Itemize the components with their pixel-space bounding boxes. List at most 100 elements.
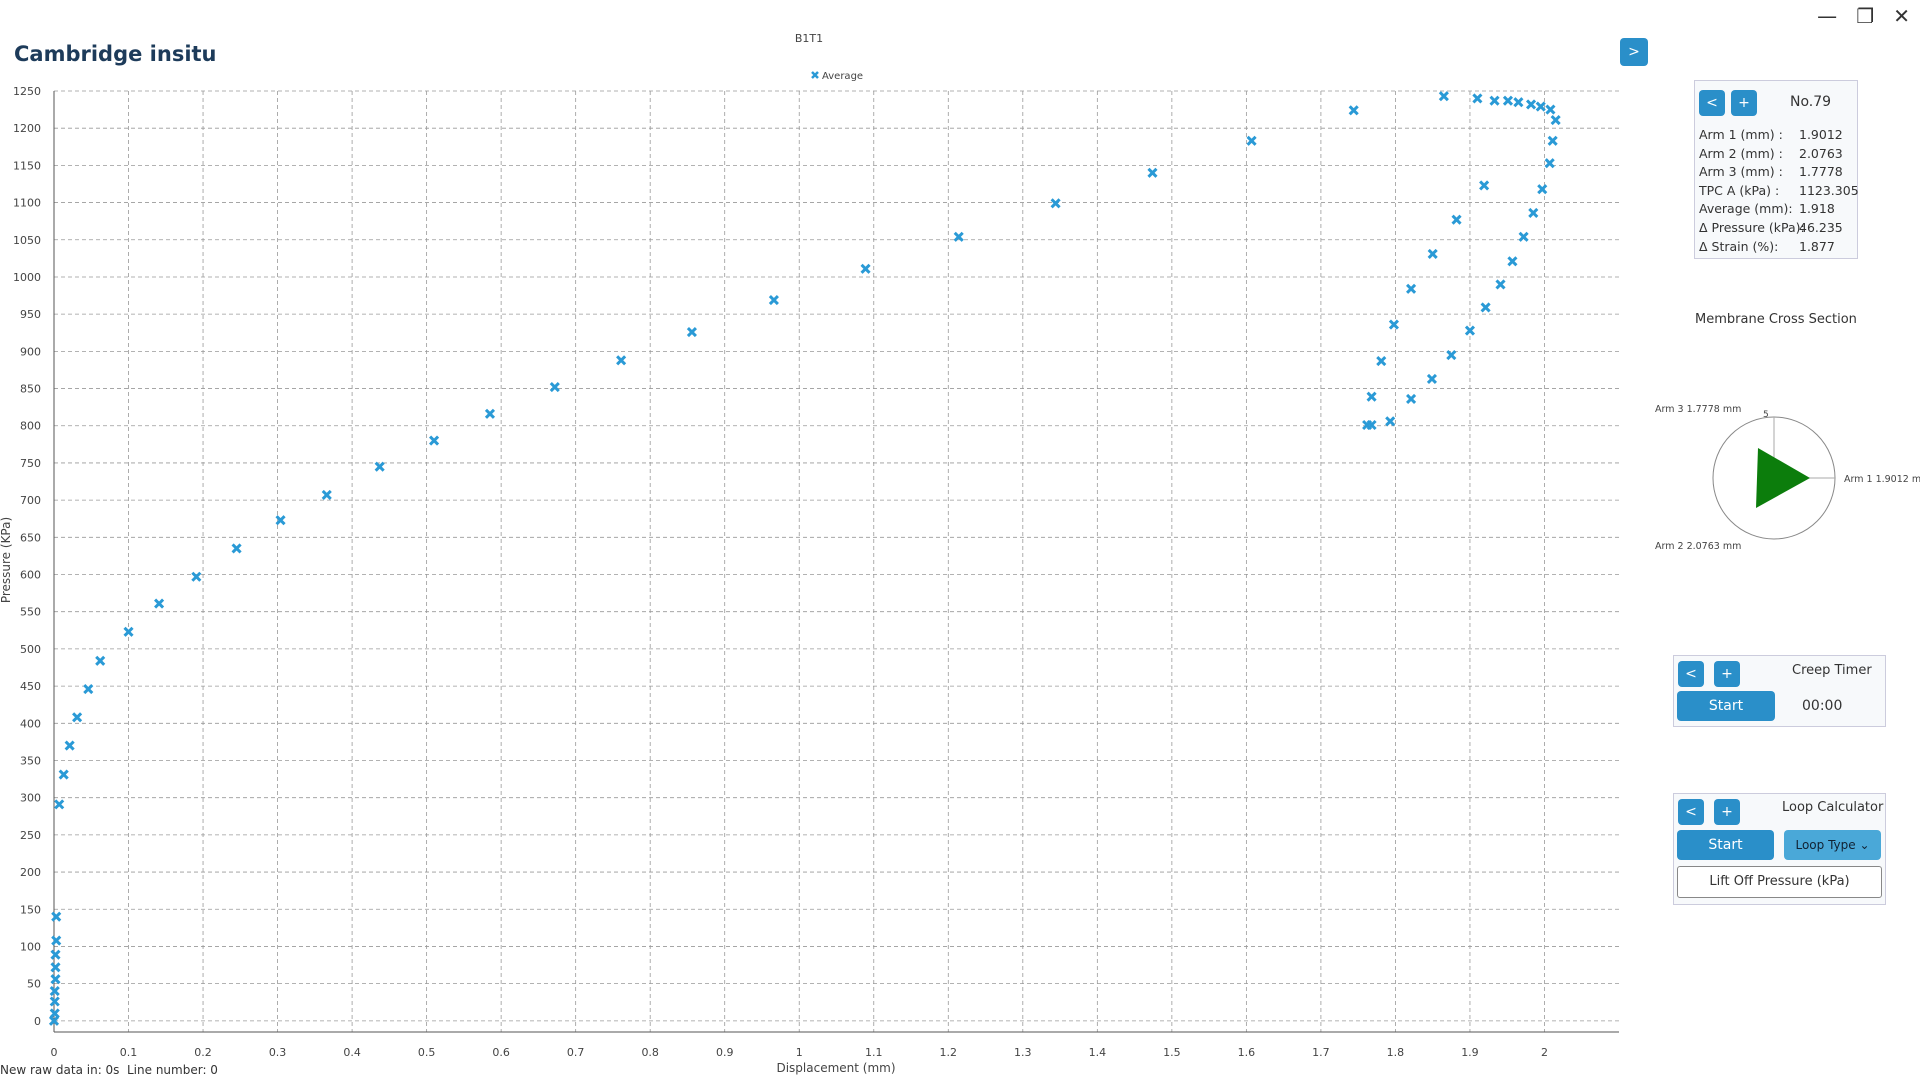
lift-off-button[interactable]: Lift Off Pressure (kPa) [1677,866,1882,898]
legend-marker [811,71,819,79]
marker [1513,97,1524,108]
window-controls[interactable]: — ❐ ✕ [1817,4,1910,28]
x-tick-label: 0.5 [418,1046,436,1059]
legend-label: Average [822,71,863,82]
x-tick-label: 0.6 [492,1046,510,1059]
marker [1518,231,1529,242]
start-button[interactable]: Start [1677,830,1774,860]
y-tick-label: 350 [20,754,41,767]
toggle-button[interactable]: > [1620,38,1648,66]
loop-type-label: Loop Type [1795,838,1856,852]
marker [191,571,202,582]
reading-value: 2.0763 [1799,145,1843,161]
x-tick-label: 0.4 [343,1046,361,1059]
marker [549,382,560,393]
marker [58,769,69,780]
reading-label: TPC A (kPa) : [1699,182,1780,198]
marker [51,911,62,922]
y-tick-label: 750 [20,457,41,470]
marker [1427,248,1438,259]
x-tick-label: 0.2 [194,1046,212,1059]
creep-title: Creep Timer [1792,663,1872,678]
marker [1507,256,1518,267]
y-tick-label: 1000 [13,271,41,284]
y-tick-label: 1200 [13,122,41,135]
y-tick-label: 600 [20,569,41,582]
marker [768,294,779,306]
loop-type-dropdown[interactable]: Loop Type ⌄ [1784,830,1881,860]
x-tick-label: 1.2 [940,1046,958,1059]
status-raw: New raw data in: 0s [0,1063,120,1077]
marker [953,231,964,242]
creep-panel: < + Creep Timer Start 00:00 [1673,655,1886,727]
marker [1385,416,1396,427]
prev-button[interactable]: < [1678,661,1704,687]
x-tick-label: 2 [1541,1046,1548,1059]
y-tick-label: 1050 [13,234,41,247]
y-tick-label: 850 [20,383,41,396]
x-tick-label: 1.8 [1387,1046,1405,1059]
readings-panel: < + No.79 Arm 1 (mm) : 1.9012 Arm 2 (mm) :… [1694,80,1859,259]
add-button[interactable]: + [1714,661,1740,687]
y-tick-label: 500 [20,643,41,656]
marker [275,515,286,526]
start-button[interactable]: Start [1677,691,1775,721]
y-tick-label: 450 [20,680,41,693]
marker [95,655,106,666]
marker [54,799,65,810]
reading-label: Δ Pressure (kPa): [1699,219,1805,235]
marker [50,974,61,985]
marker [1366,391,1377,402]
marker [1406,393,1417,405]
marker [1388,319,1400,330]
reading-value: 1.7778 [1799,164,1843,180]
marker [686,326,697,338]
membrane-title: Membrane Cross Section [1695,312,1857,327]
marker [48,1015,60,1026]
x-tick-label: 1.3 [1014,1046,1032,1059]
y-tick-label: 1150 [13,159,41,172]
prev-button[interactable]: < [1699,90,1725,116]
marker [1489,95,1500,106]
x-tick-label: 0.8 [641,1046,659,1059]
status-line: Line number: 0 [127,1063,218,1077]
marker [1426,373,1438,384]
marker [1545,104,1556,115]
marker [1495,279,1506,290]
marker [1547,135,1558,146]
add-button[interactable]: + [1714,799,1740,825]
marker [1376,355,1387,367]
marker [321,489,332,500]
marker [64,740,75,751]
reading-row: Δ Strain (%): 1.877 [1699,239,1859,258]
marker [1464,325,1476,336]
reading-label: Δ Strain (%): [1699,238,1779,254]
marker [1362,419,1373,431]
marker [1406,283,1417,294]
y-tick-label: 200 [20,866,41,879]
reading-value: 1.918 [1799,201,1835,217]
reading-value: 1123.305 [1799,182,1859,198]
reading-row: Δ Pressure (kPa):46.235 [1699,220,1859,239]
marker [49,996,60,1007]
reading-value: 1.877 [1799,238,1835,254]
reading-row: Arm 1 (mm) : 1.9012 [1699,127,1859,146]
readings-table: Arm 1 (mm) :1.9012 Arm 2 (mm) : 2.0763 Arm … [1699,127,1859,257]
reading-row: TPC A (kPa) : 1123.305 [1699,183,1859,202]
x-tick-label: 1.7 [1312,1046,1330,1059]
membrane-shape [1756,448,1810,508]
x-tick-label: 0.1 [120,1046,138,1059]
add-button[interactable]: + [1731,90,1757,116]
reading-row: Arm 2 (mm) : 2.0763 [1699,146,1859,165]
x-tick-label: 1.1 [865,1046,883,1059]
marker [231,543,242,554]
marker [1502,95,1514,106]
reading-label: Arm 2 (mm) : [1699,145,1783,161]
y-tick-label: 950 [20,308,41,321]
arm1-label: Arm 1 1.9012 mm [1844,474,1920,485]
marker [1480,302,1491,313]
prev-button[interactable]: < [1678,799,1704,825]
marker [1438,91,1449,102]
marker [1147,167,1158,178]
reading-value: 1.9012 [1799,127,1843,142]
